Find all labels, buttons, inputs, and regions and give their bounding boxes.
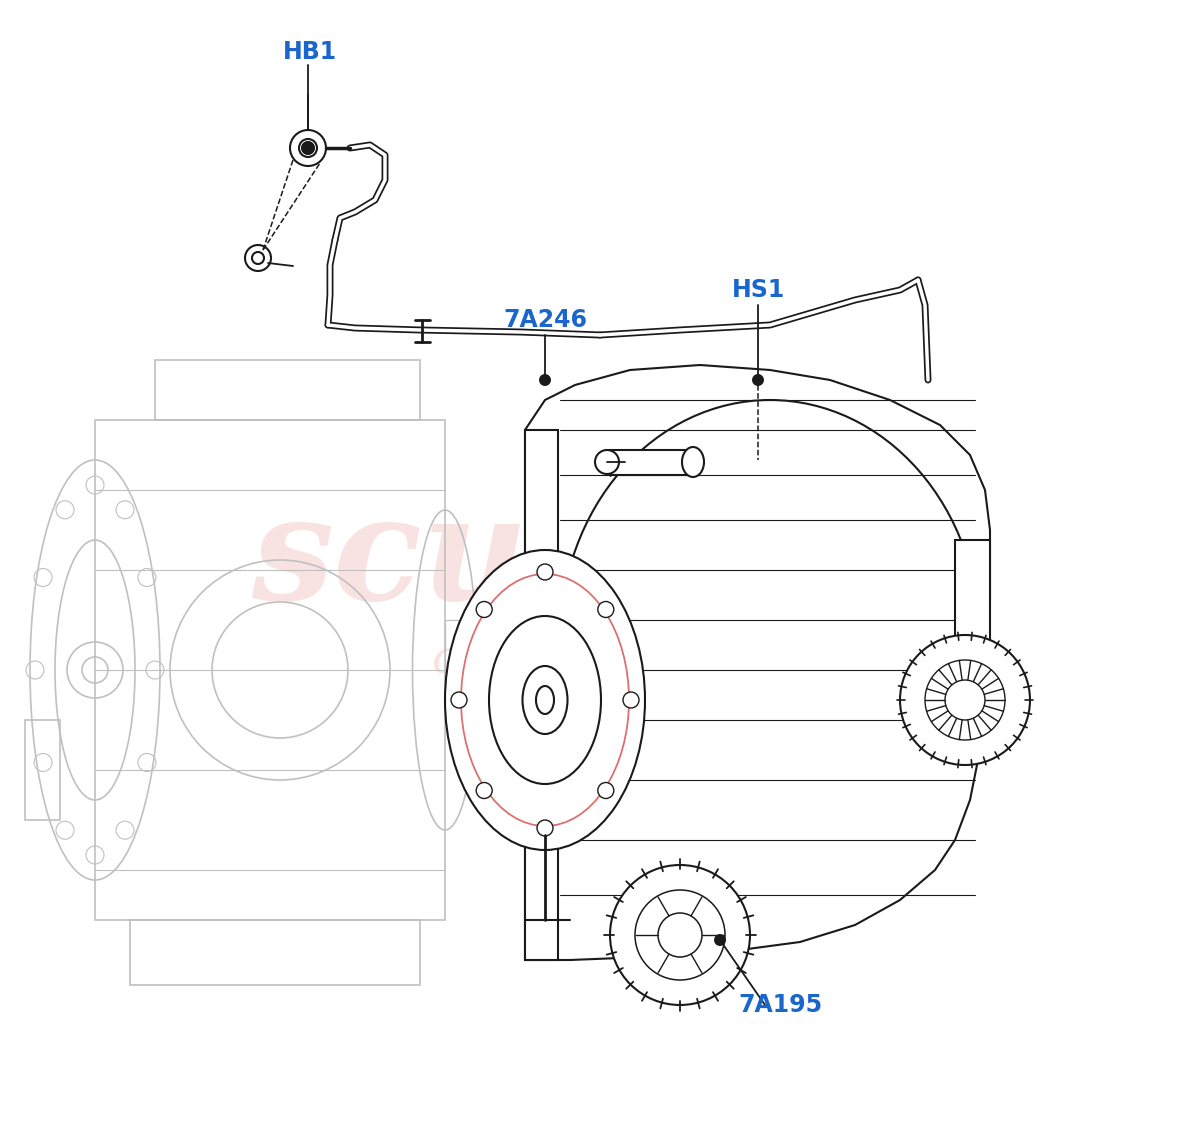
- Circle shape: [623, 692, 640, 708]
- Text: 7A195: 7A195: [738, 993, 822, 1016]
- Ellipse shape: [490, 616, 601, 785]
- Ellipse shape: [682, 447, 704, 478]
- Circle shape: [754, 375, 763, 385]
- Circle shape: [538, 820, 553, 836]
- Circle shape: [302, 142, 314, 153]
- Circle shape: [658, 913, 702, 957]
- Circle shape: [598, 601, 614, 617]
- Text: HB1: HB1: [283, 40, 337, 64]
- Circle shape: [715, 935, 725, 945]
- Text: 7A246: 7A246: [503, 308, 587, 332]
- Circle shape: [595, 450, 619, 474]
- Polygon shape: [955, 540, 990, 640]
- Ellipse shape: [445, 550, 646, 850]
- Ellipse shape: [522, 666, 568, 735]
- Circle shape: [598, 782, 614, 798]
- Circle shape: [252, 252, 264, 264]
- Polygon shape: [610, 450, 690, 475]
- Circle shape: [451, 692, 467, 708]
- Text: HS1: HS1: [731, 279, 785, 302]
- Circle shape: [299, 139, 317, 157]
- Circle shape: [245, 244, 271, 271]
- Text: scuderia: scuderia: [251, 489, 949, 631]
- Polygon shape: [526, 430, 558, 960]
- Circle shape: [540, 375, 550, 385]
- Circle shape: [946, 680, 985, 720]
- Ellipse shape: [536, 686, 554, 714]
- Circle shape: [610, 865, 750, 1005]
- Circle shape: [302, 142, 314, 153]
- Text: c a r   p a r t s: c a r p a r t s: [432, 638, 768, 682]
- Circle shape: [476, 601, 492, 617]
- Circle shape: [900, 634, 1030, 765]
- Circle shape: [290, 130, 326, 166]
- Circle shape: [538, 564, 553, 580]
- Circle shape: [476, 782, 492, 798]
- Circle shape: [635, 890, 725, 980]
- Polygon shape: [526, 365, 990, 960]
- Circle shape: [925, 659, 1006, 740]
